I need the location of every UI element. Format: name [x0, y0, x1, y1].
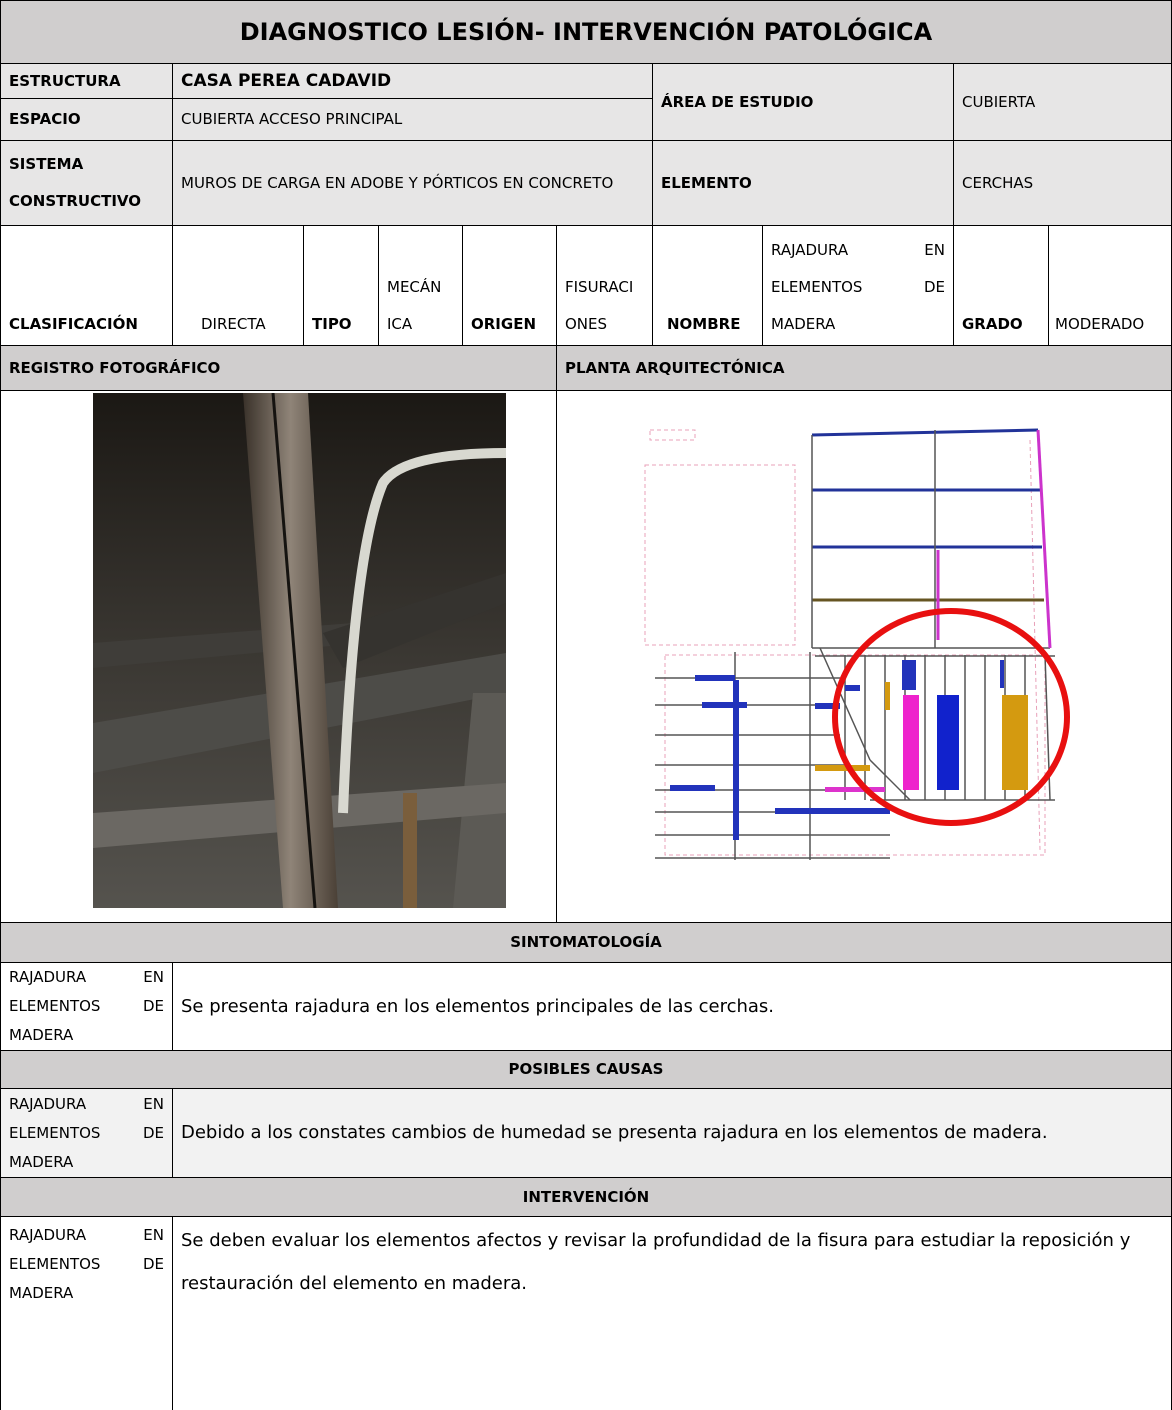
label: RAJADURA EN ELEMENTOS DE MADERA	[0, 1216, 173, 1410]
value: CERCHAS	[953, 140, 1172, 226]
value: CUBIERTA	[953, 63, 1172, 141]
section-header: INTERVENCIÓN	[0, 1177, 1172, 1217]
label: ESPACIO	[0, 98, 173, 141]
photo	[93, 393, 506, 908]
section-header: REGISTRO FOTOGRÁFICO	[0, 345, 557, 391]
text: Debido a los constates cambios de humeda…	[172, 1088, 1172, 1178]
plan-drawing	[644, 428, 1070, 860]
value: CASA PEREA CADAVID	[172, 63, 653, 99]
label: ELEMENTO	[652, 140, 954, 226]
value: FISURACIONES	[556, 225, 653, 346]
title: DIAGNOSTICO LESIÓN- INTERVENCIÓN PATOLÓG…	[0, 0, 1172, 64]
label: ÁREA DE ESTUDIO	[652, 63, 954, 141]
value: RAJADURA EN ELEMENTOS DE MADERA	[762, 225, 954, 346]
value: MODERADO	[1048, 225, 1172, 346]
label: CLASIFICACIÓN	[0, 225, 173, 346]
value: MUROS DE CARGA EN ADOBE Y PÓRTICOS EN CO…	[172, 140, 653, 226]
label-text: RAJADURA EN ELEMENTOS DE MADERA	[9, 1226, 164, 1302]
label: SISTEMA CONSTRUCTIVO	[0, 140, 173, 226]
value: MECÁNICA	[378, 225, 463, 346]
label: NOMBRE	[652, 225, 763, 346]
label: ORIGEN	[462, 225, 557, 346]
label: RAJADURA EN ELEMENTOS DE MADERA	[0, 962, 173, 1051]
section-header: PLANTA ARQUITECTÓNICA	[556, 345, 1172, 391]
section-header: SINTOMATOLOGÍA	[0, 922, 1172, 963]
label-text: RAJADURA EN ELEMENTOS DE MADERA	[9, 1094, 164, 1171]
text: Se deben evaluar los elementos afectos y…	[172, 1216, 1172, 1410]
value: DIRECTA	[172, 225, 304, 346]
section-header: POSIBLES CAUSAS	[0, 1050, 1172, 1089]
label: GRADO	[953, 225, 1049, 346]
label: RAJADURA EN ELEMENTOS DE MADERA	[0, 1088, 173, 1178]
value: CUBIERTA ACCESO PRINCIPAL	[172, 98, 653, 141]
label: ESTRUCTURA	[0, 63, 173, 99]
label-text: RAJADURA EN ELEMENTOS DE MADERA	[9, 968, 164, 1044]
text: Se presenta rajadura en los elementos pr…	[172, 962, 1172, 1051]
label: TIPO	[303, 225, 379, 346]
